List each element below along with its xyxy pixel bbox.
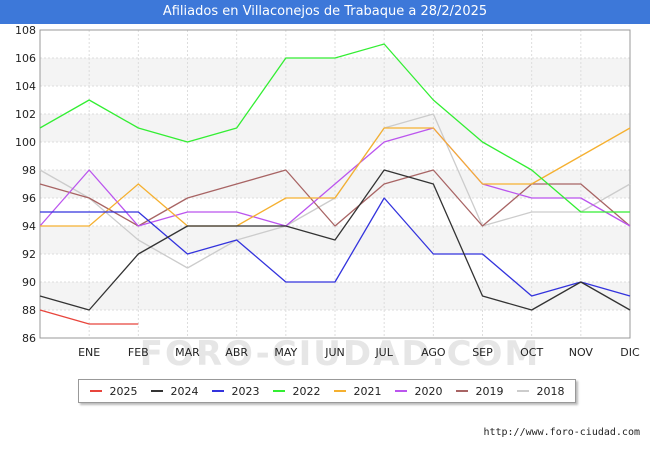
legend-item-2019: 2019 <box>455 384 504 398</box>
y-tick-label: 104 <box>15 80 36 93</box>
legend-item-2020: 2020 <box>394 384 443 398</box>
y-tick-label: 108 <box>15 24 36 37</box>
x-tick-label: ABR <box>225 346 248 359</box>
series-line-2023 <box>40 197 631 297</box>
y-tick-label: 106 <box>15 52 36 65</box>
x-tick-label: DIC <box>620 346 640 359</box>
x-tick-label: MAR <box>175 346 200 359</box>
legend-swatch <box>89 390 102 392</box>
chart-title: Afiliados en Villaconejos de Trabaque a … <box>0 0 650 24</box>
x-tick-label: JUN <box>324 346 345 359</box>
y-tick-label: 90 <box>22 276 36 289</box>
legend-swatch <box>333 390 346 392</box>
legend-item-2021: 2021 <box>333 384 382 398</box>
x-tick-label: NOV <box>569 346 594 359</box>
legend-swatch <box>211 390 224 392</box>
legend-label: 2018 <box>536 384 565 398</box>
legend-item-2024: 2024 <box>150 384 199 398</box>
series-line-2025 <box>39 309 139 325</box>
legend-item-2018: 2018 <box>516 384 565 398</box>
source-url[interactable]: http://www.foro-ciudad.com <box>483 427 640 438</box>
series-line-2020 <box>39 127 631 227</box>
x-axis: ENE FEB MAR ABR MAY JUN JUL AGO SEP OCT NOV DIC <box>78 346 640 359</box>
legend-label: 2022 <box>292 384 321 398</box>
x-tick-label: OCT <box>520 346 543 359</box>
legend-item-2022: 2022 <box>272 384 321 398</box>
series-line-2022 <box>39 43 630 213</box>
legend-label: 2024 <box>170 384 199 398</box>
legend: 2025 2024 2023 2022 2021 2020 2019 2018 <box>78 379 576 403</box>
legend-label: 2025 <box>109 384 138 398</box>
legend-swatch <box>455 390 468 392</box>
legend-item-2023: 2023 <box>211 384 260 398</box>
series-line-2021 <box>40 127 631 227</box>
series-line-2024 <box>39 169 631 311</box>
x-tick-label: SEP <box>472 346 493 359</box>
y-tick-label: 98 <box>22 164 36 177</box>
legend-label: 2020 <box>414 384 443 398</box>
legend-item-2025: 2025 <box>89 384 138 398</box>
legend-swatch <box>150 390 163 392</box>
watermark: FORO-CIUDAD.COM <box>140 334 541 374</box>
y-axis: 86 88 90 92 94 96 98 100 102 104 106 108 <box>15 24 36 345</box>
x-tick-label: MAY <box>274 346 297 359</box>
x-tick-label: ENE <box>78 346 100 359</box>
x-tick-label: JUL <box>374 346 393 359</box>
legend-swatch <box>272 390 285 392</box>
x-tick-label: FEB <box>128 346 149 359</box>
series-lines <box>39 43 631 325</box>
y-tick-label: 94 <box>22 220 36 233</box>
y-tick-label: 102 <box>15 108 36 121</box>
y-tick-label: 86 <box>22 332 36 345</box>
legend-label: 2019 <box>475 384 504 398</box>
y-tick-label: 96 <box>22 192 36 205</box>
legend-label: 2021 <box>353 384 382 398</box>
legend-swatch <box>394 390 407 392</box>
legend-label: 2023 <box>231 384 260 398</box>
y-tick-label: 88 <box>22 304 36 317</box>
legend-swatch <box>516 390 529 392</box>
y-tick-label: 100 <box>15 136 36 149</box>
y-tick-label: 92 <box>22 248 36 261</box>
x-tick-label: AGO <box>421 346 446 359</box>
